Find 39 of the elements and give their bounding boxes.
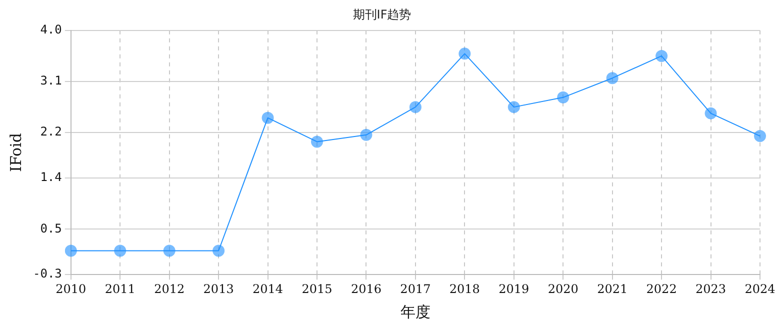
x-tick-label: 2011 xyxy=(104,282,136,296)
x-tick-label: 2017 xyxy=(400,282,431,296)
point xyxy=(262,112,274,124)
x-tick-label: 2019 xyxy=(498,282,530,296)
y-tick-label: 2.2 xyxy=(40,124,62,139)
x-tick-label: 2024 xyxy=(744,282,776,296)
x-tick-label: 2013 xyxy=(203,282,234,296)
chart-title: 期刊IF趋势 xyxy=(352,7,412,22)
point xyxy=(656,50,668,62)
y-tick-label: 1.4 xyxy=(40,170,62,184)
point xyxy=(754,130,766,142)
y-tick-label: -0.3 xyxy=(32,266,62,281)
point xyxy=(704,107,717,120)
point xyxy=(458,48,471,60)
point xyxy=(163,244,176,257)
x-tick-label: 2016 xyxy=(350,282,382,296)
x-tick-label: 2014 xyxy=(252,282,284,296)
x-tick-label: 2021 xyxy=(597,282,628,296)
y-tick-label: 0.5 xyxy=(40,221,62,236)
point xyxy=(311,136,324,148)
point xyxy=(64,244,77,257)
x-tick-label: 2023 xyxy=(696,282,726,296)
y-axis-title: IFoid xyxy=(6,132,25,172)
point xyxy=(606,72,618,84)
x-tick-label: 2020 xyxy=(548,282,578,296)
point xyxy=(360,128,372,141)
x-tick-label: 2022 xyxy=(646,282,677,296)
x-tick-label: 2010 xyxy=(56,282,86,296)
point xyxy=(212,244,225,257)
point xyxy=(557,91,570,104)
x-axis-title: 年度 xyxy=(400,302,430,321)
x-tick-label: 2012 xyxy=(154,282,185,296)
y-tick-label: 3.1 xyxy=(40,74,62,88)
point xyxy=(409,101,422,114)
x-tick-label: 2018 xyxy=(449,282,480,296)
point xyxy=(114,244,126,257)
x-tick-label: 2015 xyxy=(302,282,332,296)
point xyxy=(508,101,520,114)
y-tick-label: 4.0 xyxy=(40,22,62,37)
